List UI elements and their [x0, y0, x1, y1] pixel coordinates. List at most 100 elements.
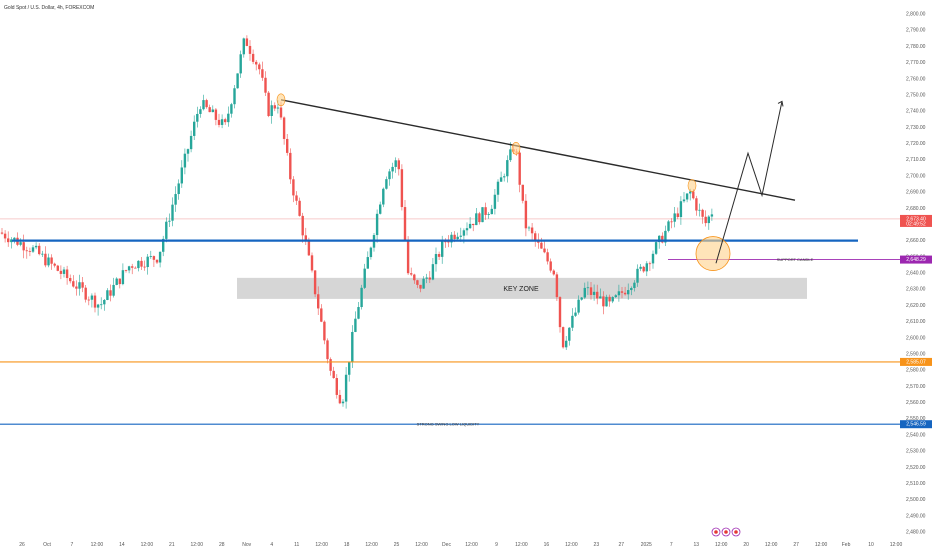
candle: [583, 282, 586, 300]
candle: [171, 197, 174, 227]
time-tick-label: 4: [270, 542, 273, 548]
candle-body: [468, 223, 472, 229]
candle: [558, 296, 562, 333]
candle-body: [397, 160, 400, 170]
candle-body: [422, 278, 425, 289]
candle: [251, 49, 255, 65]
candle: [267, 90, 270, 118]
projection-path[interactable]: [715, 101, 783, 264]
candle-body: [602, 296, 605, 307]
candle-body: [279, 107, 283, 118]
candle-body: [236, 73, 239, 89]
candle-body: [580, 297, 583, 300]
candle-body: [112, 284, 115, 296]
candle: [552, 269, 555, 276]
candle: [152, 255, 156, 267]
price-tick-label: 2,790.00: [906, 28, 926, 34]
price-tick-label: 2,550.00: [906, 416, 926, 422]
time-tick-label: 7: [670, 542, 673, 548]
candle-body: [50, 257, 53, 264]
candle-body: [394, 160, 397, 167]
candle-body: [462, 230, 466, 236]
candle-body: [682, 199, 686, 202]
current-price-tag-text: 2,673.40: [906, 216, 926, 222]
candle: [174, 186, 177, 212]
candle-body: [332, 370, 335, 379]
candle: [10, 237, 13, 249]
candle-body: [667, 221, 670, 231]
candle-body: [220, 119, 224, 125]
price-tick-label: 2,780.00: [906, 44, 926, 50]
candle: [571, 308, 574, 331]
candle: [419, 284, 422, 293]
candle-body: [202, 100, 205, 110]
key-zone-label: KEY ZONE: [503, 286, 539, 293]
candle: [100, 297, 103, 310]
time-tick-label: 27: [619, 542, 625, 548]
time-tick-label: 21: [169, 542, 175, 548]
candle: [431, 257, 435, 281]
candle-body: [679, 201, 683, 218]
candle: [667, 220, 670, 233]
candle-body: [472, 223, 475, 226]
candle-body: [34, 245, 38, 248]
candle: [710, 208, 714, 221]
candle-body: [664, 230, 667, 243]
candle: [648, 261, 652, 272]
candle: [568, 327, 571, 346]
candle-body: [341, 401, 345, 404]
candle: [481, 207, 484, 223]
candle: [186, 148, 190, 162]
time-tick-label: 28: [219, 542, 225, 548]
candle-body: [441, 241, 444, 257]
candle-body: [7, 238, 10, 243]
event-icons[interactable]: [711, 527, 741, 537]
trendline[interactable]: [280, 99, 796, 201]
candle: [202, 94, 205, 111]
candle-body: [149, 256, 152, 257]
candle-body: [168, 220, 171, 222]
candle-body: [360, 287, 363, 308]
candle: [298, 197, 301, 217]
candle: [162, 235, 165, 257]
candle: [233, 84, 236, 109]
candle-body: [509, 149, 512, 161]
candle: [255, 59, 258, 71]
candle: [16, 232, 19, 247]
candle-body: [549, 261, 552, 271]
candle-body: [84, 287, 87, 300]
candle: [121, 263, 125, 286]
candle: [261, 61, 264, 81]
candle-body: [530, 227, 534, 234]
candle-body: [658, 235, 661, 243]
candle-body: [565, 340, 568, 348]
candle: [245, 35, 249, 47]
candle: [465, 222, 469, 236]
candle-body: [106, 290, 109, 300]
price-axis: 2,800.00 2,790.00 2,780.00 2,770.00 2,760.00…: [906, 12, 926, 536]
candle: [304, 227, 307, 245]
price-tick-label: 2,590.00: [906, 351, 926, 357]
candle: [301, 212, 304, 243]
candle-body: [410, 273, 413, 275]
candle-body: [344, 374, 348, 402]
price-tick-label: 2,640.00: [906, 271, 926, 277]
candle: [320, 304, 323, 323]
candle-body: [503, 176, 506, 178]
candle-body: [453, 234, 456, 240]
candle: [698, 203, 701, 217]
candle: [34, 242, 38, 250]
candle: [158, 251, 162, 268]
candle: [357, 302, 360, 320]
candle: [248, 40, 252, 61]
candle-body: [379, 204, 382, 214]
candle-body: [261, 69, 264, 78]
candle: [487, 212, 490, 219]
drawings-layer: SUPPORT CANDLE STRONG SWING LOW LIQUIDITY: [0, 93, 900, 427]
candle-body: [636, 268, 639, 283]
candle: [25, 246, 28, 259]
time-tick-label: 12:00: [315, 542, 328, 548]
candle: [400, 164, 404, 211]
candle-body: [65, 269, 69, 279]
